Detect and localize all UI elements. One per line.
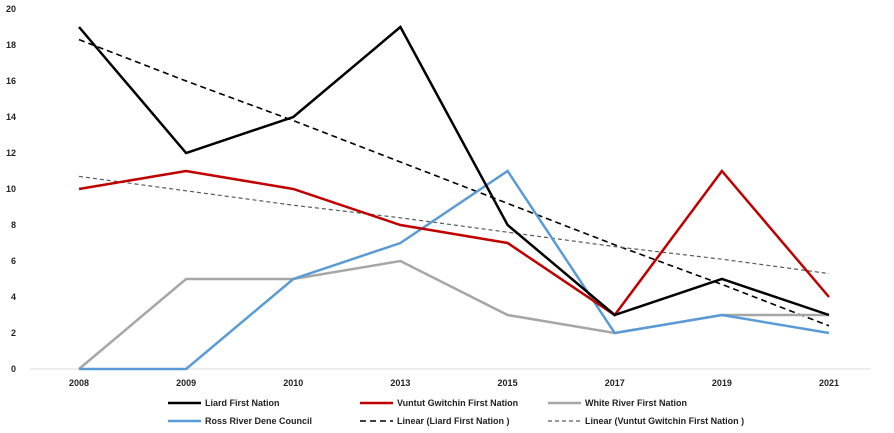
legend-label-3: Ross River Dene Council xyxy=(205,416,312,426)
y-tick-label: 2 xyxy=(11,328,16,338)
legend-label-2: White River First Nation xyxy=(585,398,687,408)
x-tick-label: 2017 xyxy=(605,378,625,388)
y-tick-label: 10 xyxy=(6,184,16,194)
x-tick-label: 2013 xyxy=(390,378,410,388)
series-lines xyxy=(78,25,830,371)
x-tick-label: 2021 xyxy=(819,378,839,388)
y-tick-label: 6 xyxy=(11,256,16,266)
y-tick-label: 8 xyxy=(11,220,16,230)
y-tick-label: 20 xyxy=(6,4,16,14)
series-line-5 xyxy=(78,175,830,275)
y-tick-label: 0 xyxy=(11,364,16,374)
axes: 0 2 4 6 8 10 12 14 16 18 20 2008 2009 2010 2013 2015 201… xyxy=(6,4,870,388)
x-tick-label: 2008 xyxy=(69,378,89,388)
y-tick-label: 16 xyxy=(6,76,16,86)
legend-label-1: Vuntut Gwitchin First Nation xyxy=(397,398,518,408)
x-tick-label: 2015 xyxy=(498,378,518,388)
series-line-0 xyxy=(78,25,830,317)
legend: Liard First Nation Vuntut Gwitchin First … xyxy=(168,398,744,426)
series-line-1 xyxy=(78,168,830,317)
legend-label-5: Linear (Vuntut Gwitchin First Nation ) xyxy=(585,416,744,426)
y-tick-label: 14 xyxy=(6,112,16,122)
x-tick-label: 2010 xyxy=(283,378,303,388)
y-tick-label: 12 xyxy=(6,148,16,158)
legend-label-0: Liard First Nation xyxy=(205,398,280,408)
x-tick-label: 2009 xyxy=(176,378,196,388)
series-line-4 xyxy=(78,38,830,327)
series-line-3 xyxy=(79,169,830,371)
x-tick-label: 2019 xyxy=(712,378,732,388)
y-tick-label: 18 xyxy=(6,40,16,50)
legend-label-4: Linear (Liard First Nation ) xyxy=(397,416,510,426)
y-tick-label: 4 xyxy=(11,292,16,302)
